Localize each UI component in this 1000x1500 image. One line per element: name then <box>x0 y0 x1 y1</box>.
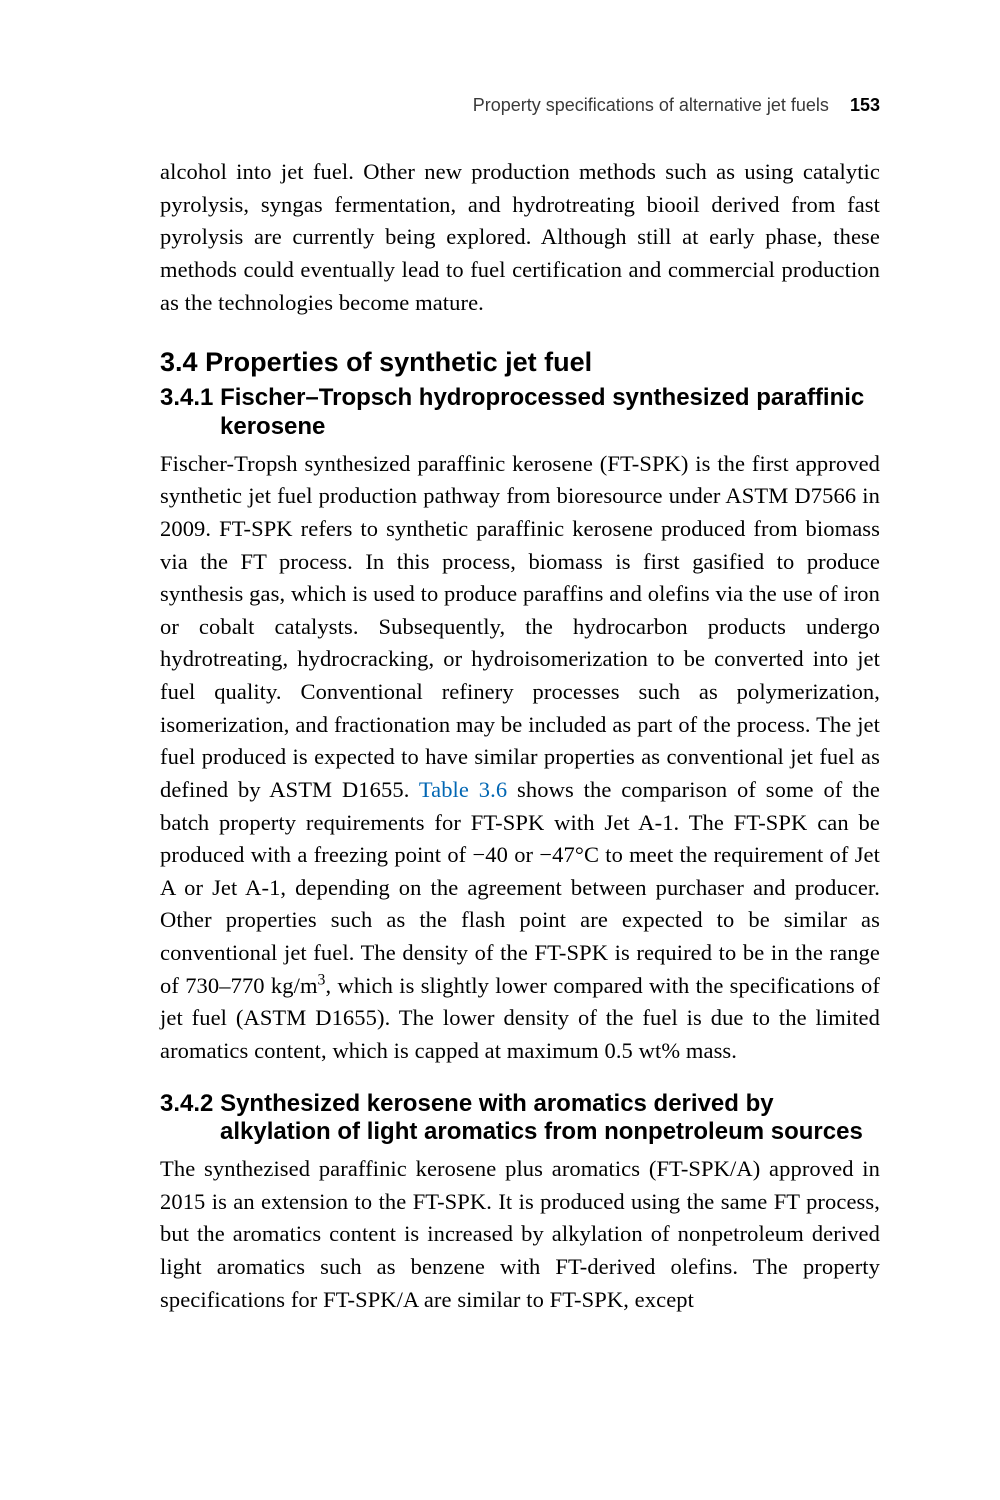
table-3-6-link[interactable]: Table 3.6 <box>419 777 507 802</box>
section-title: Properties of synthetic jet fuel <box>205 347 592 377</box>
section-3-4-2-heading: 3.4.2 Synthesized kerosene with aromatic… <box>160 1090 880 1148</box>
text-run-a: Fischer-Tropsh synthesized paraffinic ke… <box>160 451 880 802</box>
section-number: 3.4.1 <box>160 384 213 411</box>
section-3-4-heading: 3.4 Properties of synthetic jet fuel <box>160 347 880 378</box>
section-number: 3.4.2 <box>160 1090 213 1117</box>
page: Property specifications of alternative j… <box>0 0 1000 1438</box>
section-3-4-1-heading: 3.4.1 Fischer–Tropsch hydroprocessed syn… <box>160 384 880 442</box>
running-title: Property specifications of alternative j… <box>473 95 829 115</box>
text-run-b: shows the comparison of some of the batc… <box>160 777 880 998</box>
running-head: Property specifications of alternative j… <box>160 95 880 116</box>
superscript-3: 3 <box>318 971 326 988</box>
section-title: Fischer–Tropsch hydroprocessed synthesiz… <box>220 384 864 440</box>
section-number: 3.4 <box>160 347 198 377</box>
section-title: Synthesized kerosene with aromatics deri… <box>220 1090 863 1146</box>
section-3-4-2-paragraph: The synthezised paraffinic kerosene plus… <box>160 1153 880 1316</box>
continuation-paragraph: alcohol into jet fuel. Other new product… <box>160 156 880 319</box>
section-3-4-1-paragraph: Fischer-Tropsh synthesized paraffinic ke… <box>160 448 880 1068</box>
page-number: 153 <box>850 95 880 115</box>
